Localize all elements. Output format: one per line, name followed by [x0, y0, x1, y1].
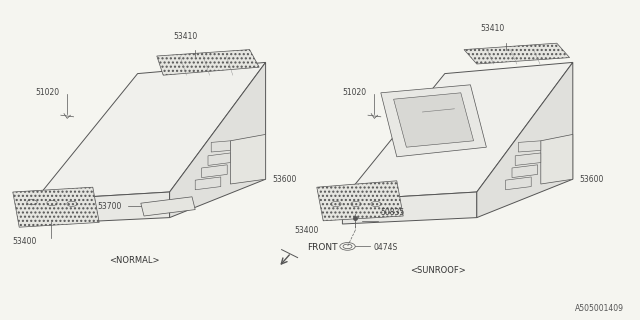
Polygon shape — [541, 134, 573, 184]
Polygon shape — [35, 192, 170, 224]
Text: 53410: 53410 — [481, 24, 505, 33]
Text: 0474S: 0474S — [373, 244, 397, 252]
Polygon shape — [477, 62, 573, 218]
Text: <NORMAL>: <NORMAL> — [109, 256, 159, 265]
Text: 53600: 53600 — [272, 175, 296, 184]
Text: 53410: 53410 — [173, 32, 198, 41]
Polygon shape — [230, 134, 266, 184]
Text: <SUNROOF>: <SUNROOF> — [410, 266, 467, 275]
Text: FRONT: FRONT — [307, 244, 338, 252]
Text: 53400: 53400 — [294, 226, 319, 235]
Polygon shape — [170, 62, 266, 218]
Text: A505001409: A505001409 — [575, 304, 624, 313]
Polygon shape — [195, 177, 221, 190]
Text: 53600: 53600 — [579, 175, 604, 184]
Polygon shape — [202, 165, 227, 178]
Polygon shape — [317, 181, 403, 221]
Text: 51020: 51020 — [35, 88, 60, 97]
Text: 53700: 53700 — [97, 202, 122, 211]
Polygon shape — [13, 187, 99, 227]
Polygon shape — [515, 153, 541, 165]
Polygon shape — [464, 43, 570, 64]
Text: 51020: 51020 — [342, 88, 367, 97]
Polygon shape — [381, 85, 486, 157]
Polygon shape — [506, 177, 531, 190]
Polygon shape — [35, 62, 266, 200]
Polygon shape — [394, 93, 474, 147]
Polygon shape — [211, 141, 230, 152]
Text: 53400: 53400 — [13, 237, 37, 246]
Text: 50835: 50835 — [381, 208, 405, 217]
Polygon shape — [141, 197, 195, 216]
Polygon shape — [208, 153, 230, 165]
Polygon shape — [157, 50, 259, 75]
Polygon shape — [342, 192, 477, 224]
Polygon shape — [512, 165, 538, 178]
Polygon shape — [342, 62, 573, 200]
Polygon shape — [518, 141, 541, 152]
